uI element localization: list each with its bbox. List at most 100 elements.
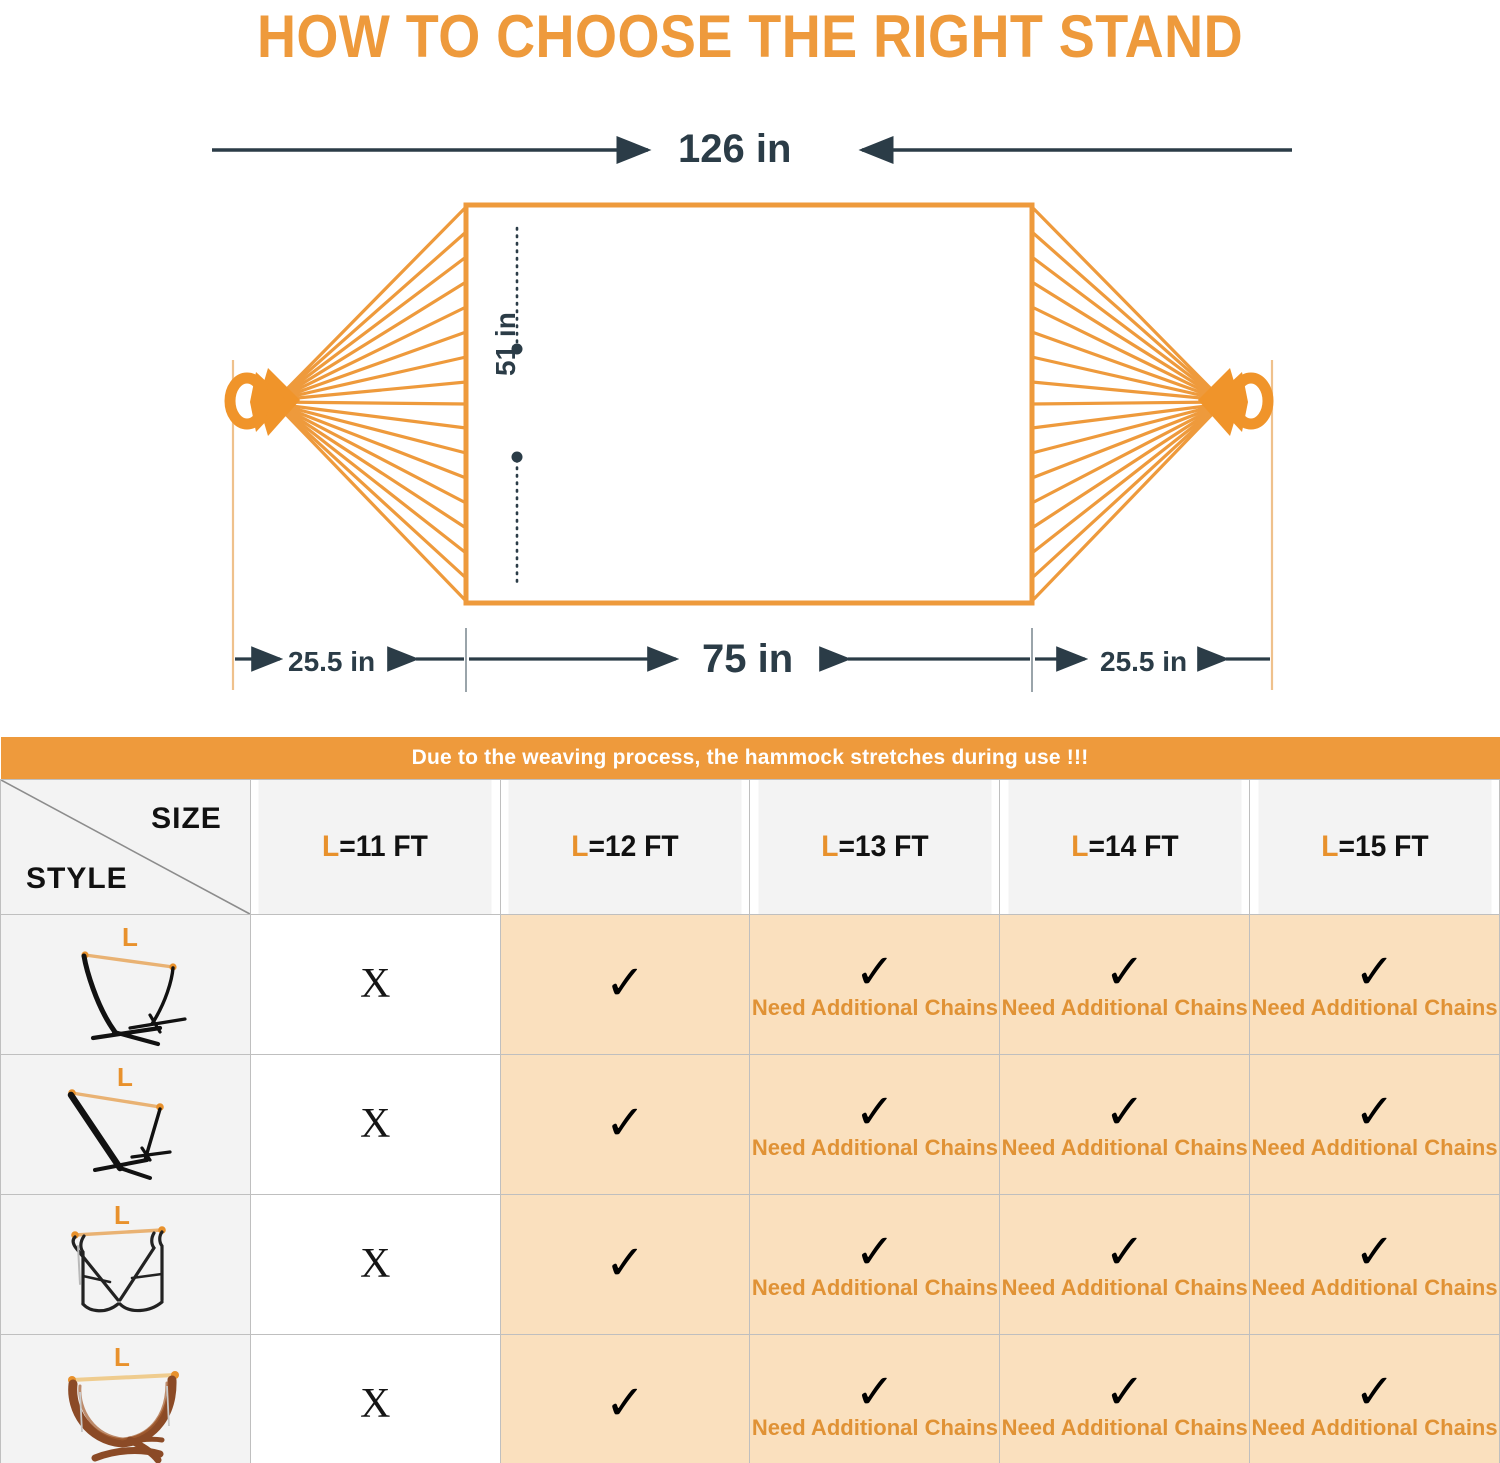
style-cell-metal-stand-v-frame: L — [0, 1193, 251, 1335]
cell-r4c2: ✓ — [499, 1333, 751, 1463]
additional-chains-note: Need Additional Chains — [1001, 1275, 1248, 1301]
cell-r3c1: X — [249, 1193, 501, 1335]
extension-guides-gray — [465, 628, 1033, 692]
column-header-l12: L=12 FT — [507, 778, 743, 915]
dimension-label-left-end: 25.5 in — [288, 646, 376, 677]
mark-check: ✓ — [1354, 1084, 1395, 1141]
mark-check: ✓ — [1104, 944, 1145, 1001]
additional-chains-note: Need Additional Chains — [751, 1135, 998, 1161]
table-banner-row: Due to the weaving process, the hammock … — [0, 737, 1500, 779]
style-cell-wooden-arc-stand: L — [0, 1333, 251, 1463]
mark-check: ✓ — [604, 955, 646, 1012]
additional-chains-note: Need Additional Chains — [751, 995, 998, 1021]
hammock-left-ring — [224, 372, 270, 430]
table-row: L X ✓ — [0, 913, 1500, 1055]
cell-r4c1: X — [249, 1333, 501, 1463]
mark-x: X — [360, 1241, 391, 1287]
mark-check: ✓ — [854, 944, 895, 1001]
cell-r4c4: ✓ Need Additional Chains — [999, 1333, 1251, 1463]
dimension-label-right-end: 25.5 in — [1100, 646, 1188, 677]
style-l-label: L — [122, 922, 138, 952]
cell-r1c3: ✓ Need Additional Chains — [749, 913, 1001, 1055]
l-symbol: L — [571, 829, 589, 863]
hammock-bed — [463, 202, 1035, 606]
mark-check: ✓ — [604, 1375, 646, 1432]
mark-check: ✓ — [1104, 1084, 1145, 1141]
additional-chains-note: Need Additional Chains — [1001, 1135, 1248, 1161]
column-header-value: =13 FT — [838, 829, 929, 863]
column-header-l11: L=11 FT — [257, 778, 494, 915]
column-header-value: =14 FT — [1088, 829, 1179, 863]
cell-r1c2: ✓ — [499, 913, 751, 1055]
column-header-l14: L=14 FT — [1006, 778, 1243, 915]
cell-r2c2: ✓ — [499, 1053, 751, 1195]
size-axis-label: SIZE — [151, 801, 222, 835]
column-header-value: =11 FT — [339, 829, 429, 863]
l-symbol: L — [1071, 829, 1089, 863]
mark-x: X — [360, 1101, 391, 1147]
hammock-diagram: 126 in 75 in 25.5 in 25.5 in 51 in — [0, 0, 1500, 730]
wooden-arc-stand-icon: L — [68, 1342, 180, 1463]
hammock-right-ring — [1228, 372, 1274, 430]
cell-r1c4: ✓ Need Additional Chains — [999, 913, 1251, 1055]
l-symbol: L — [322, 829, 340, 863]
corner-size-style-cell: SIZE STYLE — [0, 778, 251, 915]
table-header-row: SIZE STYLE L=11 FT L=12 FT L=13 FT L=14 … — [0, 778, 1500, 915]
mark-check: ✓ — [1354, 944, 1395, 1001]
additional-chains-note: Need Additional Chains — [1001, 995, 1248, 1021]
additional-chains-note: Need Additional Chains — [1251, 1135, 1498, 1161]
mark-check: ✓ — [1354, 1364, 1395, 1421]
dimension-label-bed-height: 51 in — [490, 312, 521, 376]
dim-dot-top — [511, 343, 523, 355]
additional-chains-note: Need Additional Chains — [1251, 1275, 1498, 1301]
style-cell-metal-stand-angled-post: L — [0, 1053, 251, 1195]
additional-chains-note: Need Additional Chains — [1251, 1415, 1498, 1441]
l-symbol: L — [1320, 829, 1339, 863]
column-header-l15: L=15 FT — [1256, 778, 1493, 915]
style-l-label: L — [117, 1062, 133, 1092]
page-title: HOW TO CHOOSE THE RIGHT STAND — [256, 3, 1244, 70]
mark-check: ✓ — [854, 1224, 895, 1281]
mark-check: ✓ — [854, 1364, 895, 1421]
cell-r4c3: ✓ Need Additional Chains — [749, 1333, 1001, 1463]
additional-chains-note: Need Additional Chains — [1251, 995, 1498, 1021]
cell-r2c5: ✓ Need Additional Chains — [1249, 1053, 1500, 1195]
mark-check: ✓ — [1354, 1224, 1395, 1281]
cell-r2c3: ✓ Need Additional Chains — [749, 1053, 1001, 1195]
style-l-label: L — [114, 1342, 130, 1372]
cell-r1c1: X — [249, 913, 501, 1055]
mark-check: ✓ — [604, 1095, 646, 1152]
column-header-value: =12 FT — [588, 829, 679, 863]
metal-stand-splayed-leg-icon: L — [81, 922, 188, 1047]
cell-r2c1: X — [249, 1053, 501, 1195]
column-header-value: =15 FT — [1338, 829, 1429, 863]
cell-r3c2: ✓ — [499, 1193, 751, 1335]
cell-r3c5: ✓ Need Additional Chains — [1249, 1193, 1500, 1335]
table-row: L X — [0, 1333, 1500, 1463]
additional-chains-note: Need Additional Chains — [751, 1415, 998, 1441]
dim-dot-bottom — [511, 451, 523, 463]
hammock-right-strings — [1030, 205, 1224, 603]
mark-check: ✓ — [1104, 1224, 1145, 1281]
dimension-label-total-length: 126 in — [678, 127, 792, 171]
mark-x: X — [360, 1381, 391, 1427]
mark-x: X — [360, 961, 391, 1007]
cell-r1c5: ✓ Need Additional Chains — [1249, 913, 1500, 1055]
style-cell-metal-stand-splayed-leg: L — [0, 913, 251, 1055]
mark-check: ✓ — [1104, 1364, 1145, 1421]
style-l-label: L — [114, 1200, 130, 1230]
stand-compatibility-table: Due to the weaving process, the hammock … — [0, 737, 1500, 1463]
table-row: L X — [0, 1193, 1500, 1335]
hammock-drawing — [212, 136, 1292, 692]
hammock-left-strings — [274, 205, 468, 603]
metal-stand-v-frame-icon: L — [71, 1200, 167, 1313]
additional-chains-note: Need Additional Chains — [1001, 1415, 1248, 1441]
style-axis-label: STYLE — [26, 861, 128, 895]
dimension-label-bed-width: 75 in — [702, 637, 794, 681]
cell-r3c3: ✓ Need Additional Chains — [749, 1193, 1001, 1335]
l-symbol: L — [821, 829, 839, 863]
table-row: L X ✓ — [0, 1053, 1500, 1195]
cell-r2c4: ✓ Need Additional Chains — [999, 1053, 1251, 1195]
diagonal-divider-line — [1, 780, 250, 914]
